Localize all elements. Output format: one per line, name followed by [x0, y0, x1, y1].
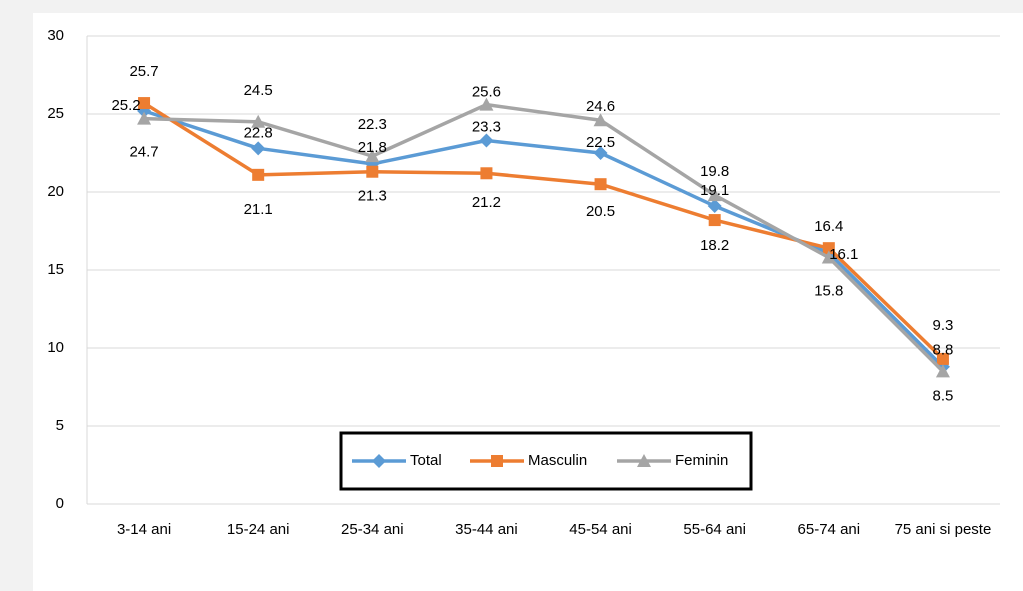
data-label: 25.6	[472, 84, 501, 101]
marker	[707, 188, 722, 202]
data-label: 23.3	[472, 118, 501, 135]
marker	[593, 146, 608, 160]
legend-marker	[637, 454, 651, 467]
marker	[138, 97, 151, 110]
data-label: 15.8	[814, 282, 843, 299]
marker	[821, 250, 836, 264]
data-label: 21.2	[472, 194, 501, 211]
y-tick-label: 20	[47, 183, 64, 200]
legend-label: Masculin	[528, 452, 587, 469]
x-tick-label-box: 15-24 ani	[226, 521, 290, 538]
y-tick-label: 25	[47, 105, 64, 122]
data-label: 25.7	[129, 63, 158, 80]
marker	[137, 111, 152, 125]
data-label: 20.5	[586, 203, 615, 220]
x-tick-label-box: 75 ani si peste	[894, 521, 992, 538]
data-label: 19.8	[700, 163, 729, 180]
y-tick-label: 10	[47, 339, 64, 356]
x-tick-label: 75 ani si peste	[894, 521, 992, 538]
x-tick-label-box: 55-64 ani	[683, 521, 746, 538]
marker	[365, 149, 380, 163]
y-tick-label: 0	[56, 495, 64, 512]
marker	[594, 178, 607, 191]
data-label: 24.7	[129, 144, 158, 161]
data-label: 22.8	[244, 124, 273, 141]
marker	[251, 114, 266, 128]
x-tick-label: 3-14 ani	[116, 521, 172, 538]
data-label: 16.1	[829, 246, 858, 263]
marker	[822, 242, 835, 255]
legend-marker	[372, 454, 386, 468]
data-label: 16.4	[814, 218, 843, 235]
x-tick-label-box: 65-74 ani	[797, 521, 861, 538]
data-label: 24.6	[586, 98, 615, 115]
x-tick-label-box: 45-54 ani	[569, 521, 632, 538]
series-line	[144, 102, 945, 373]
series-line	[143, 101, 945, 361]
x-tick-label-box: 35-44 ani	[455, 521, 518, 538]
x-tick-label-box: 25-34 ani	[341, 521, 404, 538]
x-tick-label: 45-54 ani	[569, 521, 632, 538]
marker	[479, 133, 494, 148]
data-label: 22.5	[586, 134, 615, 151]
x-tick-label: 35-44 ani	[455, 521, 518, 538]
legend-box	[339, 431, 753, 491]
data-label: 19.1	[700, 182, 729, 199]
marker	[251, 141, 266, 156]
data-label: 21.3	[358, 188, 387, 205]
y-tick-label: 5	[56, 417, 64, 434]
y-tick-label: 30	[47, 27, 64, 44]
data-label: 21.1	[244, 201, 273, 218]
data-label: 18.2	[700, 237, 729, 254]
y-tick-label: 15	[47, 261, 64, 278]
data-label: 21.8	[358, 139, 387, 156]
x-tick-label: 65-74 ani	[797, 521, 861, 538]
data-label: 22.3	[358, 116, 387, 133]
data-label: 8.5	[933, 387, 954, 404]
data-label: 24.5	[244, 82, 273, 99]
marker	[707, 199, 722, 214]
data-label: 25.2	[111, 97, 140, 114]
x-tick-label: 25-34 ani	[341, 521, 404, 538]
marker	[479, 97, 494, 111]
marker	[480, 167, 493, 180]
legend-label: Feminin	[675, 452, 728, 469]
x-tick-label-box: 3-14 ani	[116, 521, 172, 538]
x-tick-label: 15-24 ani	[226, 521, 290, 538]
data-label: 9.3	[933, 317, 954, 334]
marker	[252, 168, 265, 181]
marker	[593, 113, 608, 127]
marker	[366, 165, 379, 178]
legend-label: Total	[410, 452, 442, 469]
legend-marker	[491, 455, 503, 467]
marker	[935, 364, 950, 378]
data-label: 8.8	[933, 342, 954, 359]
x-tick-label: 55-64 ani	[683, 521, 746, 538]
marker	[936, 352, 949, 365]
marker	[708, 214, 721, 227]
